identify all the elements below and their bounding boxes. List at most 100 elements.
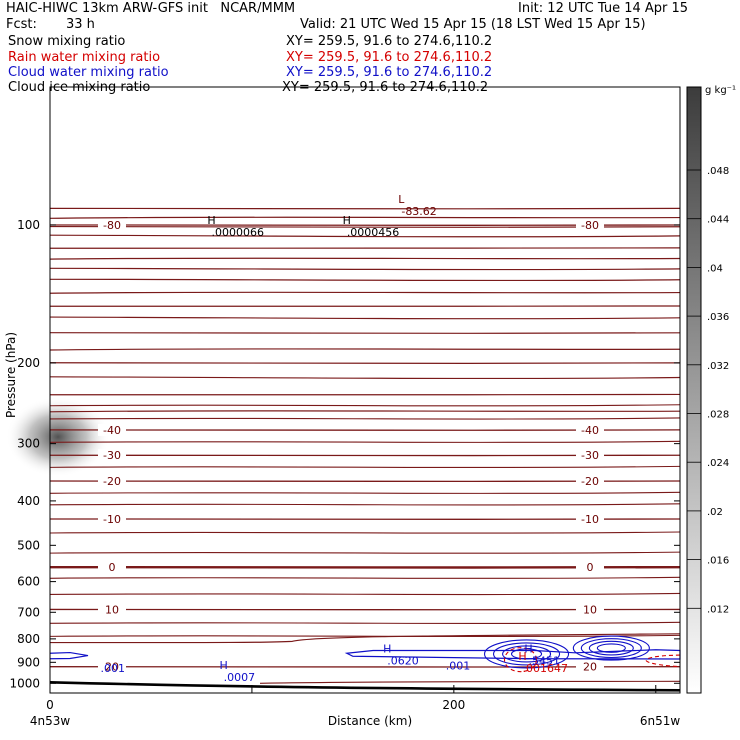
- cloud-water-contour: [483, 639, 570, 669]
- isotherm-label-bg: [98, 475, 126, 488]
- annotation-value: .5451: [529, 654, 561, 667]
- isotherm-line: [49, 257, 681, 260]
- marker-h: H: [207, 214, 215, 227]
- annotation-value: .0007: [224, 671, 256, 684]
- isotherm-label-bg: [576, 218, 604, 231]
- isotherm-line: [49, 503, 681, 506]
- isotherm-label-bg: [98, 218, 126, 231]
- colorbar-label: .024: [707, 458, 729, 469]
- y-tick-label: 1000: [9, 676, 40, 690]
- isotherm-label: 0: [109, 561, 116, 574]
- isotherm-line: [49, 291, 681, 294]
- y-tick-label: 100: [17, 218, 40, 232]
- isotherm-line: [49, 465, 681, 469]
- x-axis-label: Distance (km): [328, 714, 412, 728]
- y-tick-label: 700: [17, 605, 40, 619]
- left-margin-mask: [0, 180, 50, 340]
- isotherm-label-bg: [98, 449, 126, 462]
- isotherm-label: -30: [103, 449, 121, 462]
- colorbar-unit: g kg⁻¹: [705, 85, 736, 96]
- isotherm-line: [49, 348, 681, 351]
- isotherm-label-bg: [98, 512, 126, 525]
- cloud-water-contour: [572, 635, 650, 661]
- cloud-water-contour: [596, 643, 626, 653]
- isotherm-label: -40: [581, 424, 599, 437]
- isotherm-line: [49, 551, 681, 554]
- marker-h: H: [343, 214, 351, 227]
- annotation-value: .0620: [387, 654, 419, 667]
- isotherm-line: [49, 393, 681, 396]
- field-name-snow: Snow mixing ratio: [8, 34, 126, 49]
- isotherm-line: [49, 404, 681, 407]
- isotherm-line: [49, 531, 681, 534]
- model-title: HAIC-HIWC 13km ARW-GFS init NCAR/MMM: [6, 1, 296, 16]
- cloud-water-contour: [344, 649, 681, 660]
- isotherm-label-bg: [576, 660, 604, 673]
- y-tick-label: 300: [17, 437, 40, 451]
- plot-frame: [49, 86, 681, 694]
- colorbar-label: .02: [707, 507, 723, 518]
- cloud-water-contour: [501, 645, 552, 663]
- isotherm-line: [49, 216, 681, 219]
- y-tick-label: 200: [17, 356, 40, 370]
- isotherm-line: [49, 621, 681, 625]
- isotherm-line: [49, 576, 681, 579]
- annotation-value: .001: [100, 662, 125, 675]
- marker-h: H: [524, 642, 532, 655]
- cloud-water-contour: [580, 638, 642, 659]
- forecast-hour-value: 33 h: [66, 17, 95, 32]
- y-tick-label: 500: [17, 538, 40, 552]
- field-xy-snow: XY= 259.5, 91.6 to 274.6,110.2: [286, 34, 493, 49]
- colorbar: [686, 86, 702, 694]
- isotherm-label-bg: [576, 423, 604, 436]
- isotherm-line: [49, 234, 681, 238]
- isotherm-line: [49, 592, 681, 596]
- isotherm-label: -40: [103, 424, 121, 437]
- isotherm-label: -80: [103, 219, 121, 232]
- isotherm-line: [49, 305, 681, 307]
- annotation-value: .001: [446, 660, 471, 673]
- endpoint-left: 4n53w: [30, 714, 71, 728]
- y-tick-label: 800: [17, 632, 40, 646]
- rain-water-contour: [503, 647, 538, 673]
- isotherm-line: [49, 376, 681, 380]
- isotherm-line: [49, 633, 681, 644]
- colorbar-label: .036: [707, 312, 729, 323]
- isotherm-label: -80: [581, 219, 599, 232]
- isotherm-line: [49, 634, 681, 638]
- isotherm-line: [49, 417, 681, 420]
- colorbar-label: .012: [707, 604, 729, 615]
- colorbar-label: .04: [707, 263, 723, 274]
- isotherm-label-bg: [576, 449, 604, 462]
- annotation-value: .0000066: [212, 226, 264, 239]
- marker-l: L: [398, 193, 405, 206]
- forecast-hour-label: Fcst:: [6, 17, 37, 32]
- isotherm-label: -20: [103, 475, 121, 488]
- cloud-water-contour: [492, 642, 561, 666]
- isotherm-label-bg: [98, 603, 126, 616]
- isotherm-line: [49, 440, 681, 444]
- cloud-water-contour: [49, 651, 89, 660]
- isotherm-line: [49, 267, 681, 271]
- field-xy-rain: XY= 259.5, 91.6 to 274.6,110.2: [286, 50, 493, 65]
- valid-time: Valid: 21 UTC Wed 15 Apr 15 (18 LST Wed …: [300, 17, 646, 32]
- isotherm-line: [49, 207, 681, 210]
- isotherm-line: [49, 361, 681, 364]
- isotherm-label: -30: [581, 449, 599, 462]
- isotherm-line: [49, 331, 681, 334]
- terrain-line: [49, 680, 681, 692]
- isotherm-line: [259, 680, 681, 684]
- isotherm-line: [49, 278, 681, 282]
- annotation-value: .0000456: [347, 226, 400, 239]
- y-tick-label: 600: [17, 575, 40, 589]
- isotherm-label-bg: [576, 561, 604, 574]
- endpoint-right: 6n51w: [640, 714, 681, 728]
- y-tick-label: 400: [17, 494, 40, 508]
- snow-maximum-shading: [6, 396, 110, 477]
- colorbar-label: .028: [707, 410, 729, 421]
- isotherm-label-bg: [576, 512, 604, 525]
- isotherm-label: 10: [583, 603, 597, 616]
- isotherm-label: 20: [583, 661, 597, 674]
- isotherm-line: [49, 316, 681, 320]
